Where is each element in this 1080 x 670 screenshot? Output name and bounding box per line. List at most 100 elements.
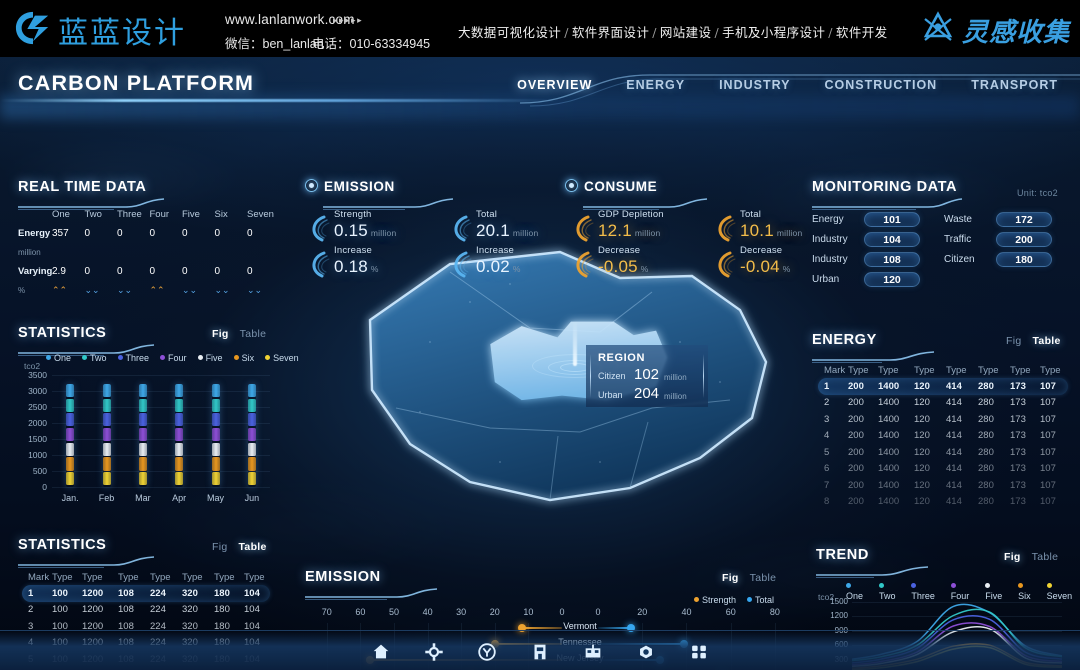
emission-strength-bar-0[interactable] xyxy=(521,627,562,629)
trend-legend-seven[interactable]: Seven xyxy=(1046,581,1080,601)
trend-legend-two[interactable]: Two xyxy=(878,581,903,601)
dock-report-icon[interactable] xyxy=(528,640,552,664)
statistics-legend: One Two Three Four Five Six Seven xyxy=(46,353,299,363)
dock-node-icon[interactable] xyxy=(634,640,658,664)
emission-fig-tab-fig[interactable]: Fig xyxy=(722,572,739,584)
realtime-col-6: Seven xyxy=(247,209,274,220)
page-title: CARBON PLATFORM xyxy=(18,71,255,95)
energy-table-row[interactable]: 4 200 1400 120 414 280 173 107 xyxy=(818,428,1068,445)
trend-legend-five[interactable]: Five xyxy=(985,581,1010,601)
monitoring-value-r-0[interactable]: 172 xyxy=(996,211,1052,227)
nav-item-construction[interactable]: CONSTRUCTION xyxy=(824,78,938,92)
statistics-bar-0[interactable] xyxy=(66,383,75,487)
dock-grid-icon[interactable] xyxy=(687,640,711,664)
statistics-bar-4[interactable] xyxy=(211,383,220,487)
title-underline-decoration xyxy=(18,556,155,568)
energy-table-cell-7-3: 120 xyxy=(914,496,930,508)
monitoring-value-r-1[interactable]: 200 xyxy=(996,231,1052,247)
statistics-legend-one[interactable]: One xyxy=(46,353,71,363)
trend-tab-table[interactable]: Table xyxy=(1031,551,1059,563)
energy-table-cell-1-2: 1400 xyxy=(878,397,900,409)
statistics-table-tab-table[interactable]: Table xyxy=(238,541,267,553)
energy-table-tabs[interactable]: Fig Table xyxy=(1006,335,1061,347)
dock-gear-icon[interactable] xyxy=(422,640,446,664)
statistics-bar-seg-2-One xyxy=(138,383,147,398)
emission-total-dot-0 xyxy=(627,624,636,632)
energy-table-col-1: Type xyxy=(848,364,869,376)
statistics-bar-5[interactable] xyxy=(247,383,256,487)
realtime-row-1: Varying 2.9 0 0 0 0 0 0 xyxy=(18,262,280,281)
trend-tab-fig[interactable]: Fig xyxy=(1004,551,1021,563)
nav-item-overview[interactable]: OVERVIEW xyxy=(517,78,593,92)
emission-legend-strength[interactable]: Strength xyxy=(694,595,736,605)
trend-title: TREND xyxy=(816,547,869,563)
statistics-legend-three[interactable]: Three xyxy=(117,353,149,363)
statistics-legend-five[interactable]: Five xyxy=(197,353,223,363)
energy-table-tab-fig[interactable]: Fig xyxy=(1006,335,1022,347)
energy-table-cell-0-5: 280 xyxy=(978,380,994,392)
arrow-down-icon: ⌄⌄ xyxy=(247,285,263,295)
dock-alert-icon[interactable] xyxy=(475,640,499,664)
emission-fig-tab-table[interactable]: Table xyxy=(749,572,777,584)
statistics-legend-six[interactable]: Six xyxy=(233,353,254,363)
statistics-legend-two[interactable]: Two xyxy=(82,353,107,363)
statistics-table-tab-fig[interactable]: Fig xyxy=(212,541,228,553)
emission-legend-total[interactable]: Total xyxy=(747,595,774,605)
statistics-bar-seg-4-One xyxy=(211,383,220,398)
emission-total-bar-0[interactable] xyxy=(598,627,632,629)
statistics-bar-1[interactable] xyxy=(102,383,111,487)
emission-left-tick-50: 50 xyxy=(388,607,399,617)
region-map[interactable] xyxy=(300,232,790,562)
statistics-gridline xyxy=(52,487,270,488)
emission-fig-tabs[interactable]: Fig Table xyxy=(722,572,776,584)
energy-table-row[interactable]: 5 200 1400 120 414 280 173 107 xyxy=(818,444,1068,461)
monitoring-value-l-1[interactable]: 104 xyxy=(864,231,920,247)
statistics-bar-3[interactable] xyxy=(175,383,184,487)
statistics-table-col-5: Type xyxy=(182,571,203,583)
emission-left-tick-0: 0 xyxy=(559,607,565,617)
emission-kpi-label-3: Increase xyxy=(476,245,515,256)
emission-left-tick-70: 70 xyxy=(321,607,332,617)
statistics-fig-tab-table[interactable]: Table xyxy=(239,328,267,340)
trend-legend-four[interactable]: Four xyxy=(950,581,977,601)
monitoring-value-l-0[interactable]: 101 xyxy=(864,211,920,227)
dock-building-icon[interactable] xyxy=(581,640,605,664)
statistics-fig-tab-fig[interactable]: Fig xyxy=(212,328,229,340)
trend-tabs[interactable]: Fig Table xyxy=(1004,551,1058,563)
trend-legend-three[interactable]: Three xyxy=(911,581,942,601)
statistics-table-row[interactable]: 1 100 1200 108 224 320 180 104 xyxy=(22,585,270,602)
statistics-table-cell-2-0: 3 xyxy=(28,620,34,632)
website-url[interactable]: www.lanlanwork.com xyxy=(225,12,355,27)
monitoring-value-r-2[interactable]: 180 xyxy=(996,251,1052,267)
statistics-legend-four[interactable]: Four xyxy=(160,353,187,363)
statistics-table-tabs[interactable]: Fig Table xyxy=(212,541,267,553)
service-item-0: 大数据可视化设计 xyxy=(458,25,562,40)
energy-table-row[interactable]: 8 200 1400 120 414 280 173 107 xyxy=(818,494,1068,511)
energy-table-row[interactable]: 6 200 1400 120 414 280 173 107 xyxy=(818,461,1068,478)
statistics-bar-2[interactable] xyxy=(138,383,147,487)
dock-home-icon[interactable] xyxy=(369,640,393,664)
statistics-table-row[interactable]: 3 100 1200 108 224 320 180 104 xyxy=(22,618,270,635)
statistics-legend-seven[interactable]: Seven xyxy=(265,353,299,363)
energy-table-row[interactable]: 1 200 1400 120 414 280 173 107 xyxy=(818,378,1068,395)
trend-legend-one[interactable]: One xyxy=(846,581,871,601)
energy-table-row[interactable]: 3 200 1400 120 414 280 173 107 xyxy=(818,411,1068,428)
statistics-bar-seg-3-Six xyxy=(175,457,184,471)
arrow-down-icon: ⌄⌄ xyxy=(84,285,100,295)
statistics-bar-seg-0-Six xyxy=(66,457,75,471)
legend-dot-icon xyxy=(46,355,51,360)
statistics-table-row[interactable]: 2 100 1200 108 224 320 180 104 xyxy=(22,602,270,619)
nav-item-industry[interactable]: INDUSTRY xyxy=(719,78,791,92)
trend-legend-six[interactable]: Six xyxy=(1018,581,1038,601)
monitoring-value-l-2[interactable]: 108 xyxy=(864,251,920,267)
energy-table-tab-table[interactable]: Table xyxy=(1032,335,1061,347)
emission-fig-title: EMISSION xyxy=(305,569,381,585)
energy-table-row[interactable]: 7 200 1400 120 414 280 173 107 xyxy=(818,477,1068,494)
monitoring-value-l-3[interactable]: 120 xyxy=(864,271,920,287)
nav-item-energy[interactable]: ENERGY xyxy=(626,78,686,92)
statistics-fig-tabs[interactable]: Fig Table xyxy=(212,328,266,340)
nav-item-transport[interactable]: TRANSPORT xyxy=(971,78,1058,92)
statistics-bar-seg-2-Seven xyxy=(138,472,147,486)
energy-table-row[interactable]: 2 200 1400 120 414 280 173 107 xyxy=(818,395,1068,412)
statistics-table-cell-1-6: 180 xyxy=(214,604,230,616)
